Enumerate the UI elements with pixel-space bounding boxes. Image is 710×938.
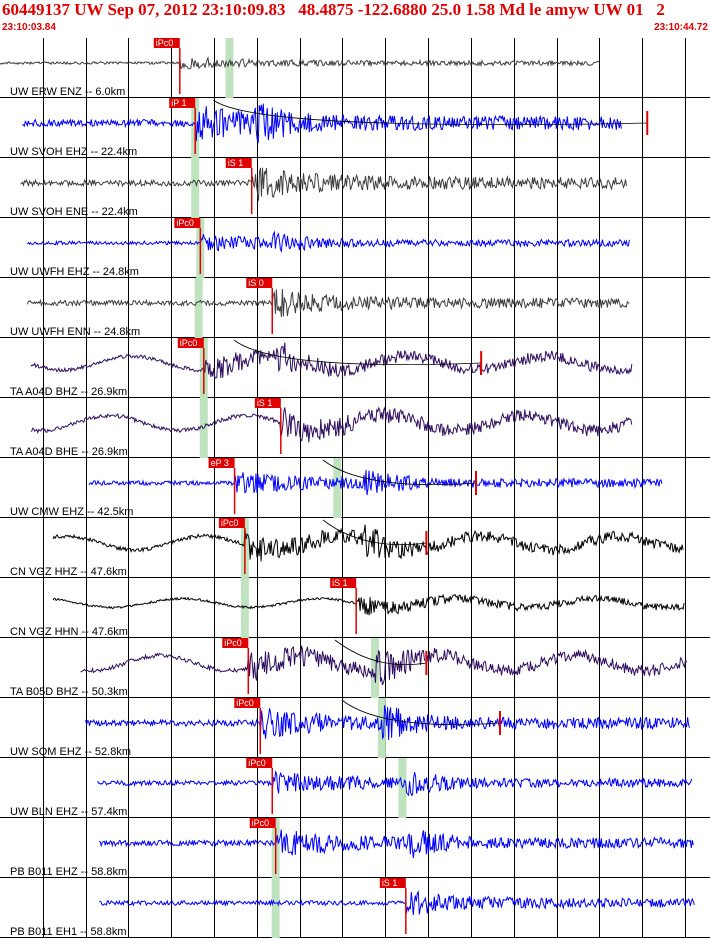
pick-flag (234, 698, 261, 708)
header: 60449137 UW Sep 07, 2012 23:10:09.83 48.… (0, 0, 710, 38)
trace-panel[interactable]: iPc0 UW SQM EHZ -- 52.8km (0, 698, 710, 758)
pick-label: iPc0 (252, 818, 270, 828)
end-time-label: 23:10:44.72 (654, 22, 708, 33)
pick-label: iPc0 (224, 638, 242, 648)
pick-label: iS 1 (332, 578, 348, 588)
pick-flag (218, 518, 245, 528)
pick-flag (222, 638, 249, 648)
trace-panel[interactable]: iP 1 UW SVOH EHZ -- 22.4km (0, 98, 710, 158)
trace-panel[interactable]: iS 1 CN VGZ HHN -- 47.6km (0, 578, 710, 638)
trace-label: PB B011 EHZ -- 58.8km (10, 866, 127, 878)
pick-label: iS 1 (382, 878, 398, 888)
pick-window (371, 638, 379, 698)
coda-curve (334, 639, 427, 666)
pick-flag (169, 98, 196, 108)
waveform (30, 406, 633, 443)
trace-panel[interactable]: iPc0 UW BLN EHZ -- 57.4km (0, 758, 710, 818)
trace-label: TA A04D BHZ -- 26.9km (10, 386, 127, 398)
waveform (30, 342, 633, 379)
pick-label: iPc0 (248, 758, 266, 768)
start-time-label: 23:10:03.84 (2, 22, 56, 33)
waveform (27, 230, 630, 253)
waveform (21, 103, 622, 144)
trace-label: TA B05D BHZ -- 50.3km (10, 686, 128, 698)
waveform (98, 829, 694, 858)
trace-label: TA A04D BHE -- 26.9km (10, 446, 128, 458)
trace-label: CN VGZ HHZ -- 47.6km (10, 566, 127, 578)
pick-label: iPc0 (156, 38, 174, 48)
pick-label: iS 1 (257, 398, 273, 408)
coda-curve (341, 699, 501, 726)
pick-window (271, 878, 280, 938)
pick-window (225, 38, 234, 98)
pick-window (191, 158, 200, 218)
waveform (0, 56, 600, 70)
trace-label: UW CMW EHZ -- 42.5km (10, 506, 133, 518)
pick-flag (246, 758, 273, 768)
trace-label: UW SVOH EHZ -- 22.4km (10, 146, 137, 158)
trace-panel[interactable]: iPc0 UW UWFH EHZ -- 24.8km (0, 218, 710, 278)
trace-panel[interactable]: iS 1 TA A04D BHE -- 26.9km (0, 398, 710, 458)
pick-window (333, 458, 342, 518)
trace-panel[interactable]: iS 1 PB B011 EH1 -- 58.8km (0, 878, 710, 938)
trace-panel[interactable]: iS 0 UW UWFH ENN -- 24.8km (0, 278, 710, 338)
trace-label: UW ERW ENZ -- 6.0km (10, 86, 125, 98)
coda-curve (233, 339, 482, 366)
pick-flag (225, 158, 252, 168)
trace-label: UW BLN EHZ -- 57.4km (10, 806, 127, 818)
pick-flag (246, 278, 273, 288)
waveform (26, 288, 630, 317)
trace-label: CN VGZ HHN -- 47.6km (10, 626, 128, 638)
pick-label: iS 1 (228, 158, 244, 168)
trace-panel[interactable]: iPc0 UW ERW ENZ -- 6.0km (0, 38, 710, 98)
pick-window (194, 278, 203, 338)
waveform (97, 770, 693, 797)
pick-label: iS 0 (248, 278, 264, 288)
seismogram-plot[interactable]: iPc0 UW ERW ENZ -- 6.0km iP 1 UW SVOH EHZ -… (0, 38, 710, 938)
pick-flag (249, 818, 276, 828)
trace-panel[interactable]: iS 1 UW SVOH ENE -- 22.4km (0, 158, 710, 218)
trace-label: UW UWFH EHZ -- 24.8km (10, 266, 139, 278)
pick-label: eP 3 (211, 458, 229, 468)
event-title: 60449137 UW Sep 07, 2012 23:10:09.83 48.… (2, 0, 665, 19)
trace-label: UW SQM EHZ -- 52.8km (10, 746, 131, 758)
pick-label: iPc0 (221, 518, 239, 528)
waveform (52, 593, 685, 616)
pick-window (240, 578, 249, 638)
trace-panel[interactable]: eP 3 UW CMW EHZ -- 42.5km (0, 458, 710, 518)
trace-label: UW SVOH ENE -- 22.4km (10, 206, 138, 218)
pick-label: iPc0 (176, 218, 194, 228)
pick-label: iPc0 (180, 338, 198, 348)
pick-flag (153, 38, 180, 48)
waveform (20, 167, 627, 201)
pick-flag (379, 878, 406, 888)
trace-label: UW UWFH ENN -- 24.8km (10, 326, 140, 338)
pick-flag (174, 218, 201, 228)
trace-panel[interactable]: iPc0 TA A04D BHZ -- 26.9km (0, 338, 710, 398)
waveform (88, 469, 663, 496)
pick-flag (254, 398, 281, 408)
pick-label: iPc0 (236, 698, 254, 708)
pick-flag (208, 458, 235, 468)
waveform (52, 524, 684, 562)
trace-panel[interactable]: iPc0 PB B011 EHZ -- 58.8km (0, 818, 710, 878)
coda-curve (322, 459, 477, 486)
trace-panel[interactable]: iPc0 CN VGZ HHZ -- 47.6km (0, 518, 710, 578)
trace-panel[interactable]: iPc0 TA B05D BHZ -- 50.3km (0, 638, 710, 698)
waveform (99, 890, 695, 916)
waveform (80, 645, 687, 686)
pick-flag (330, 578, 357, 588)
waveform (85, 705, 691, 741)
coda-curve (213, 99, 648, 126)
trace-label: PB B011 EH1 -- 58.8km (10, 926, 127, 938)
pick-flag (177, 338, 204, 348)
coda-curve (322, 519, 427, 546)
pick-label: iP 1 (171, 98, 186, 108)
